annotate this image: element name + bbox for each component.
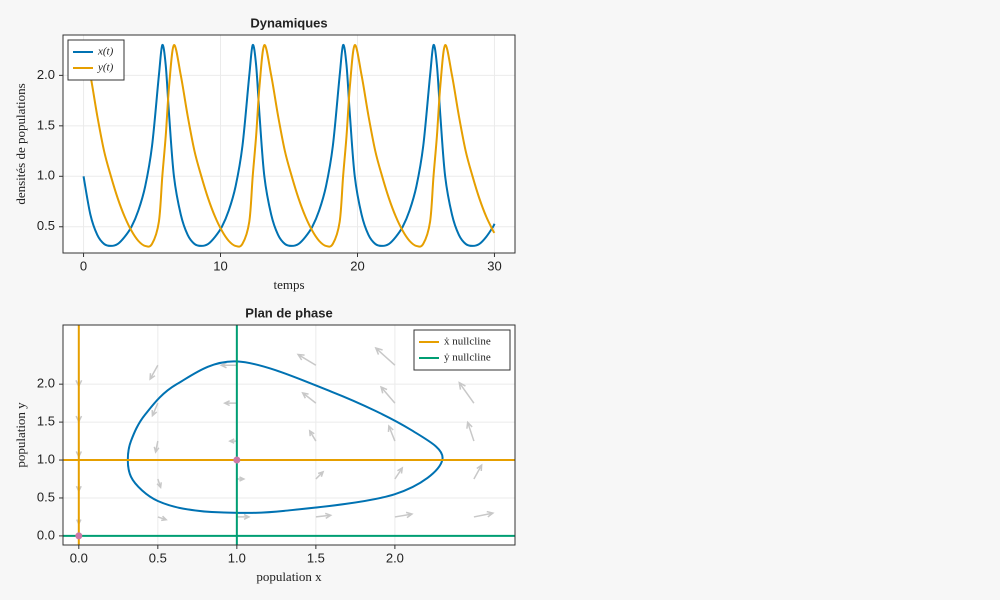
y-axis-label: population y [13,402,28,468]
vector-arrow [301,391,317,404]
vector-arrow [387,424,396,442]
vector-arrow [236,513,251,520]
plot-area [63,35,515,253]
chart-title: Plan de phase [245,305,332,320]
legend-label: y(t) [97,62,114,74]
chart-title: Dynamiques [250,15,327,30]
vector-arrow [473,510,495,518]
x-tick-label: 30 [487,258,501,273]
vector-arrow [151,402,159,418]
legend-label: ẏ nullcline [444,352,491,364]
x-tick-label: 0.5 [149,550,167,565]
x-tick-label: 0.0 [70,550,88,565]
y-tick-label: 1.5 [37,117,55,132]
legend-label: x(t) [97,46,114,58]
vector-arrow [236,476,246,482]
nullcline [63,325,515,545]
fixed-point [233,456,241,464]
y-tick-label: 1.0 [37,451,55,466]
vector-arrow [473,463,483,480]
x-tick-label: 1.5 [307,550,325,565]
y-tick-label: 0.0 [37,527,55,542]
y-axis-label: densités de populations [13,83,28,204]
vector-arrow [219,361,237,369]
legend-box [413,329,511,371]
vector-arrow [156,478,162,489]
x-tick-label: 2.0 [386,550,404,565]
axes-frame [62,34,516,254]
plot-content [63,325,515,545]
vector-arrow [374,346,396,366]
y-tick-label: 1.5 [37,414,55,429]
vector-arrow [394,466,404,480]
legend-label: ẋ nullcline [444,336,491,348]
x-tick-label: 0 [80,258,87,273]
series-line [82,43,496,247]
x-tick-label: 1.0 [228,550,246,565]
vector-arrow [228,438,237,444]
vector-arrow [308,429,317,442]
x-tick-label: 10 [213,258,227,273]
x-axis-label: population x [256,569,322,584]
fixed-point [75,532,83,540]
x-axis-label: temps [273,277,304,292]
vector-arrow [157,515,168,522]
axes-frame [62,324,516,546]
x-tick-label: 20 [350,258,364,273]
y-tick-label: 2.0 [37,67,55,82]
vector-arrow [315,470,325,480]
vector-arrow [458,381,475,404]
vector-arrow [296,353,317,366]
vector-arrow [222,400,237,407]
y-tick-label: 0.5 [37,218,55,233]
series-line [82,44,496,248]
vector-arrow [379,385,396,404]
vector-arrow [153,440,160,454]
vector-arrow [466,420,475,442]
y-tick-label: 2.0 [37,376,55,391]
vector-arrow [315,512,333,519]
y-tick-label: 0.5 [37,489,55,504]
legend-box [67,39,125,81]
orbit [126,360,444,514]
y-tick-label: 1.0 [37,168,55,183]
vector-arrow [394,511,414,519]
vector-arrow [149,364,159,381]
nullcline [63,325,515,545]
